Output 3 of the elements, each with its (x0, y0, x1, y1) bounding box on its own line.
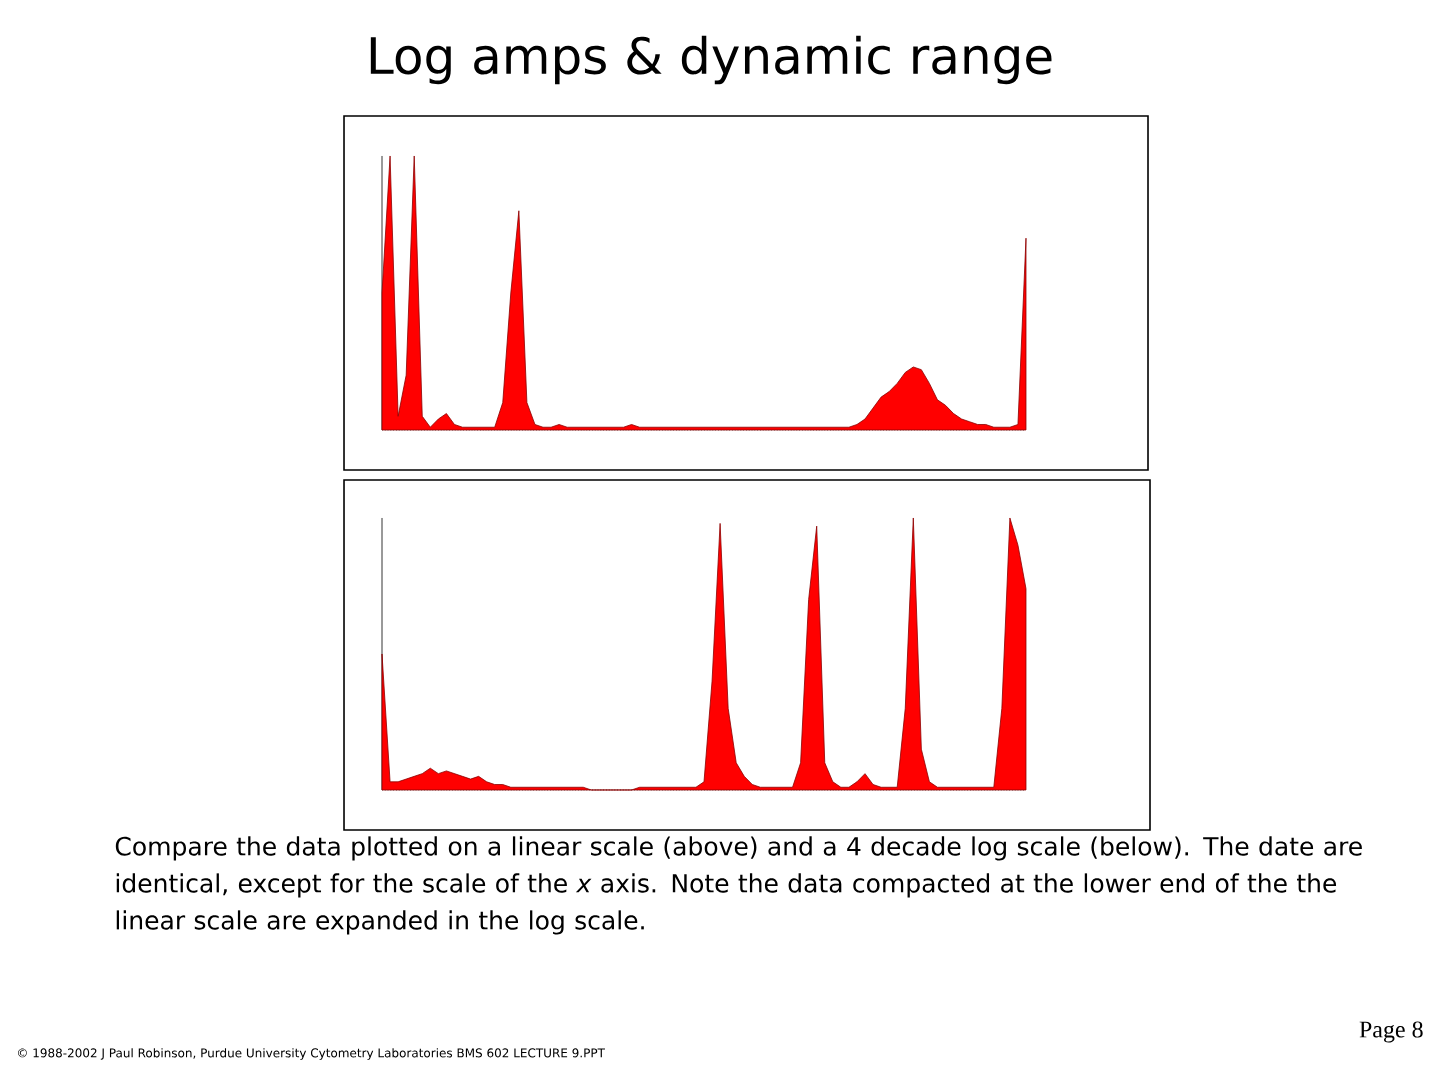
text: Compare the data plotted on a linear scale (above) and a 4 decade log scale (below). The date are identical, except for the scale of the x axis. Note the data compacted at the lower end of the the linear scale are expanded in the log scale. (115, 836, 1362, 935)
text: Page 8 (1359, 1021, 1423, 1043)
chart-title: Log amps & dynamic range (370, 35, 1052, 85)
